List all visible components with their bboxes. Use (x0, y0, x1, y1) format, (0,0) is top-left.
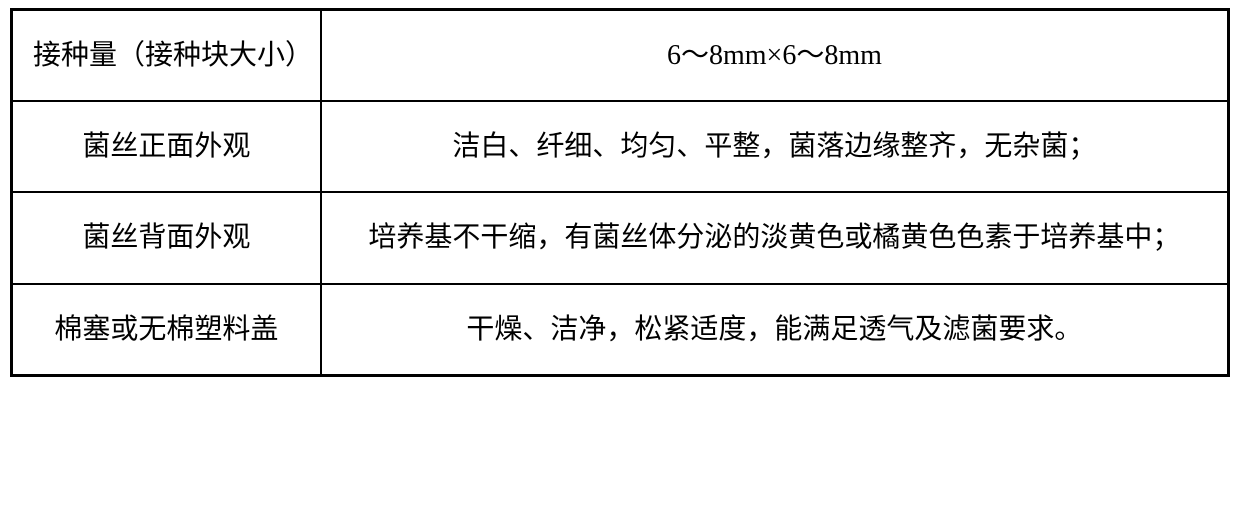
row-label: 接种量（接种块大小） (12, 10, 321, 102)
row-label: 棉塞或无棉塑料盖 (12, 284, 321, 376)
table-row: 接种量（接种块大小） 6～8mm×6～8mm (12, 10, 1229, 102)
row-value: 6～8mm×6～8mm (321, 10, 1229, 102)
table-row: 棉塞或无棉塑料盖 干燥、洁净，松紧适度，能满足透气及滤菌要求。 (12, 284, 1229, 376)
table-row: 菌丝正面外观 洁白、纤细、均匀、平整，菌落边缘整齐，无杂菌； (12, 101, 1229, 192)
row-value: 洁白、纤细、均匀、平整，菌落边缘整齐，无杂菌； (321, 101, 1229, 192)
row-label: 菌丝背面外观 (12, 192, 321, 283)
row-label: 菌丝正面外观 (12, 101, 321, 192)
row-value: 培养基不干缩，有菌丝体分泌的淡黄色或橘黄色色素于培养基中； (321, 192, 1229, 283)
table-row: 菌丝背面外观 培养基不干缩，有菌丝体分泌的淡黄色或橘黄色色素于培养基中； (12, 192, 1229, 283)
row-value: 干燥、洁净，松紧适度，能满足透气及滤菌要求。 (321, 284, 1229, 376)
spec-table: 接种量（接种块大小） 6～8mm×6～8mm 菌丝正面外观 洁白、纤细、均匀、平… (10, 8, 1230, 377)
